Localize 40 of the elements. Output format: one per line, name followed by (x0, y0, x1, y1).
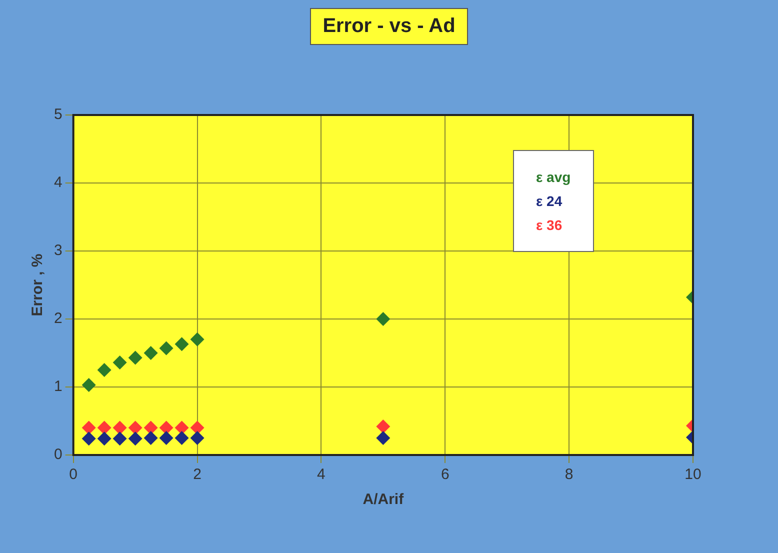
point (190, 431, 204, 445)
point (112, 432, 127, 446)
x-axis-title: A/Arif (362, 491, 405, 508)
point (128, 350, 142, 365)
y-tick-label: 2 (54, 310, 62, 328)
point (174, 420, 189, 435)
point (112, 420, 127, 435)
point (159, 431, 174, 445)
point (144, 346, 158, 360)
y-tick-label: 4 (54, 174, 62, 192)
y-tick-label: 0 (54, 446, 62, 464)
x-tick-label: 0 (69, 466, 78, 484)
x-tick-label: 4 (317, 466, 326, 484)
point (82, 420, 96, 435)
point (82, 378, 96, 392)
point (144, 431, 158, 445)
x-tick-label: 8 (564, 466, 574, 484)
y-tick-label: 5 (54, 106, 62, 124)
y-tick-label: 1 (54, 378, 62, 396)
point (144, 420, 158, 435)
y-tick-label: 3 (54, 242, 62, 260)
y-axis-title: Error , % (29, 254, 46, 316)
point (97, 363, 112, 377)
point (190, 420, 204, 435)
point (128, 420, 142, 435)
legend: ε avg ε 24 ε 36 (513, 150, 594, 252)
x-tick-label: 2 (193, 466, 202, 484)
point (159, 420, 174, 435)
point (190, 332, 204, 346)
point (82, 432, 96, 446)
x-tick-label: 6 (440, 466, 450, 484)
point (97, 420, 112, 435)
point (112, 356, 127, 370)
point (174, 431, 189, 445)
point (128, 432, 142, 446)
x-tick-label: 10 (684, 466, 702, 484)
point (97, 432, 112, 446)
chart-title: Error - vs - Ad (310, 8, 468, 45)
point (159, 341, 174, 356)
point (174, 337, 189, 352)
